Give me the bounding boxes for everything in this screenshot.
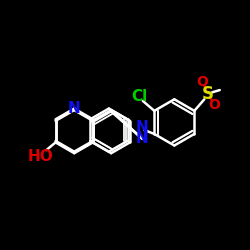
- Text: N: N: [136, 120, 148, 135]
- Text: O: O: [208, 98, 220, 112]
- Text: O: O: [196, 74, 208, 88]
- Text: S: S: [202, 85, 214, 103]
- Text: HO: HO: [27, 149, 53, 164]
- Text: Cl: Cl: [131, 90, 147, 104]
- Text: N: N: [68, 101, 80, 116]
- Text: N: N: [136, 131, 148, 146]
